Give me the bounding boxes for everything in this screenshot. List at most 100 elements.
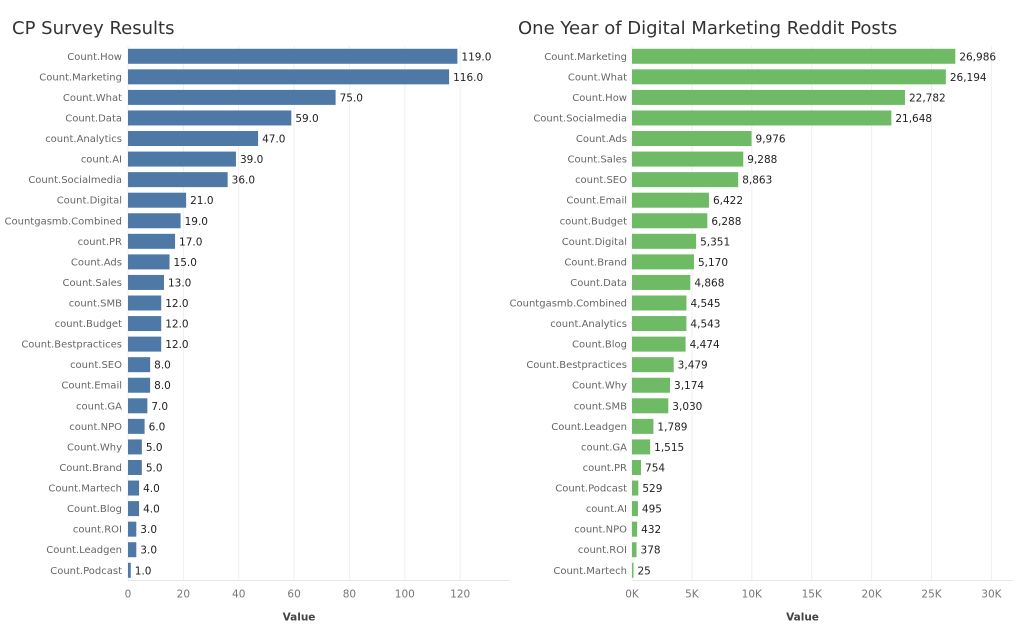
bar xyxy=(128,336,162,352)
category-label: Countgasmb.Combined xyxy=(5,216,122,227)
category-label: count.Budget xyxy=(560,216,627,227)
category-label: Count.Data xyxy=(65,113,122,124)
category-label: Count.Podcast xyxy=(50,566,122,577)
data-label: 8,863 xyxy=(742,175,772,187)
category-label: Count.How xyxy=(572,93,627,104)
data-label: 5,170 xyxy=(698,257,728,269)
category-label: count.PR xyxy=(583,463,627,474)
x-axis-title: Value xyxy=(786,612,819,624)
reddit-bar-chart: 0K 5K 10K 15K 20K 25K 30K Value Count.Marketing 2… xyxy=(510,46,1013,624)
category-label: Count.Leadgen xyxy=(46,545,122,556)
category-label: Count.Why xyxy=(572,381,627,392)
bar xyxy=(128,562,131,578)
bar xyxy=(632,192,709,208)
bar xyxy=(632,418,654,434)
data-label: 495 xyxy=(642,504,662,516)
data-label: 15.0 xyxy=(174,257,197,269)
category-label: Count.Bestpractices xyxy=(526,360,627,371)
bar xyxy=(128,48,458,64)
bar xyxy=(632,398,669,414)
bar xyxy=(128,459,142,475)
x-tick-label: 0K xyxy=(625,589,640,601)
data-label: 4.0 xyxy=(143,483,160,495)
data-label: 119.0 xyxy=(461,51,491,63)
category-label: count.SMB xyxy=(574,401,627,412)
data-label: 12.0 xyxy=(165,339,188,351)
bar xyxy=(128,254,170,270)
data-label: 8.0 xyxy=(154,360,171,372)
category-label: Count.Socialmedia xyxy=(533,113,627,124)
category-label: Count.Marketing xyxy=(544,52,627,63)
data-label: 8.0 xyxy=(154,380,171,392)
category-label: Count.Blog xyxy=(67,504,122,515)
bar xyxy=(632,357,674,373)
data-label: 47.0 xyxy=(262,134,285,146)
bar xyxy=(128,192,187,208)
category-label: count.Analytics xyxy=(550,319,627,330)
survey-bar-chart: 0 20 40 60 80 100 120 Value Count.How 119.0 Count.… xyxy=(5,46,510,624)
bar xyxy=(632,151,744,167)
category-label: count.GA xyxy=(76,401,122,412)
category-label: Count.Leadgen xyxy=(551,422,627,433)
data-label: 6,288 xyxy=(711,216,741,228)
bar xyxy=(632,131,752,147)
data-label: 754 xyxy=(645,462,665,474)
data-label: 21,648 xyxy=(895,113,932,125)
data-label: 12.0 xyxy=(165,319,188,331)
data-label: 1,789 xyxy=(657,421,687,433)
x-tick-label: 15K xyxy=(802,589,823,601)
data-label: 1.0 xyxy=(135,565,152,577)
x-axis-title: Value xyxy=(283,612,316,624)
data-label: 3,174 xyxy=(674,380,704,392)
category-label: count.SEO xyxy=(70,360,122,371)
category-label: Count.Ads xyxy=(576,134,627,145)
bar xyxy=(632,48,956,64)
bar xyxy=(632,254,694,270)
bar xyxy=(632,480,639,496)
category-label: Count.Blog xyxy=(572,340,627,351)
category-label: count.Budget xyxy=(55,319,122,330)
data-label: 36.0 xyxy=(232,175,255,187)
category-label: count.SEO xyxy=(575,175,627,186)
bar xyxy=(128,274,164,290)
bar xyxy=(632,274,691,290)
bar xyxy=(632,295,687,311)
data-label: 5,351 xyxy=(700,236,730,248)
bar xyxy=(128,89,336,105)
bar xyxy=(128,521,137,537)
x-tick-label: 120 xyxy=(450,589,470,601)
data-label: 6.0 xyxy=(149,421,166,433)
data-label: 7.0 xyxy=(151,401,168,413)
x-tick-label: 10K xyxy=(742,589,763,601)
x-tick-label: 0 xyxy=(125,589,132,601)
bar xyxy=(128,439,142,455)
data-label: 26,194 xyxy=(950,72,987,84)
category-label: Count.Sales xyxy=(568,155,628,166)
data-label: 4,543 xyxy=(690,319,720,331)
category-label: count.PR xyxy=(78,237,122,248)
bar xyxy=(128,131,259,147)
bar xyxy=(128,69,450,85)
data-label: 4,474 xyxy=(690,339,720,351)
category-label: Count.Digital xyxy=(57,196,122,207)
data-label: 4,868 xyxy=(694,277,724,289)
bar xyxy=(632,69,946,85)
bar xyxy=(128,357,151,373)
bar xyxy=(632,562,634,578)
bar xyxy=(632,336,686,352)
category-label: Count.How xyxy=(67,52,122,63)
data-label: 529 xyxy=(642,483,662,495)
x-tick-label: 20K xyxy=(861,589,882,601)
category-label: count.NPO xyxy=(574,525,627,536)
bar xyxy=(632,316,687,332)
bar xyxy=(128,295,162,311)
bar xyxy=(632,233,697,249)
category-label: Count.Martech xyxy=(48,484,122,495)
bar xyxy=(128,501,140,517)
bar xyxy=(632,459,642,475)
category-label: Countgasmb.Combined xyxy=(510,299,627,310)
x-tick-label: 30K xyxy=(981,589,1002,601)
category-label: Count.Podcast xyxy=(555,484,627,495)
data-label: 3.0 xyxy=(140,545,157,557)
data-label: 3,479 xyxy=(678,360,708,372)
